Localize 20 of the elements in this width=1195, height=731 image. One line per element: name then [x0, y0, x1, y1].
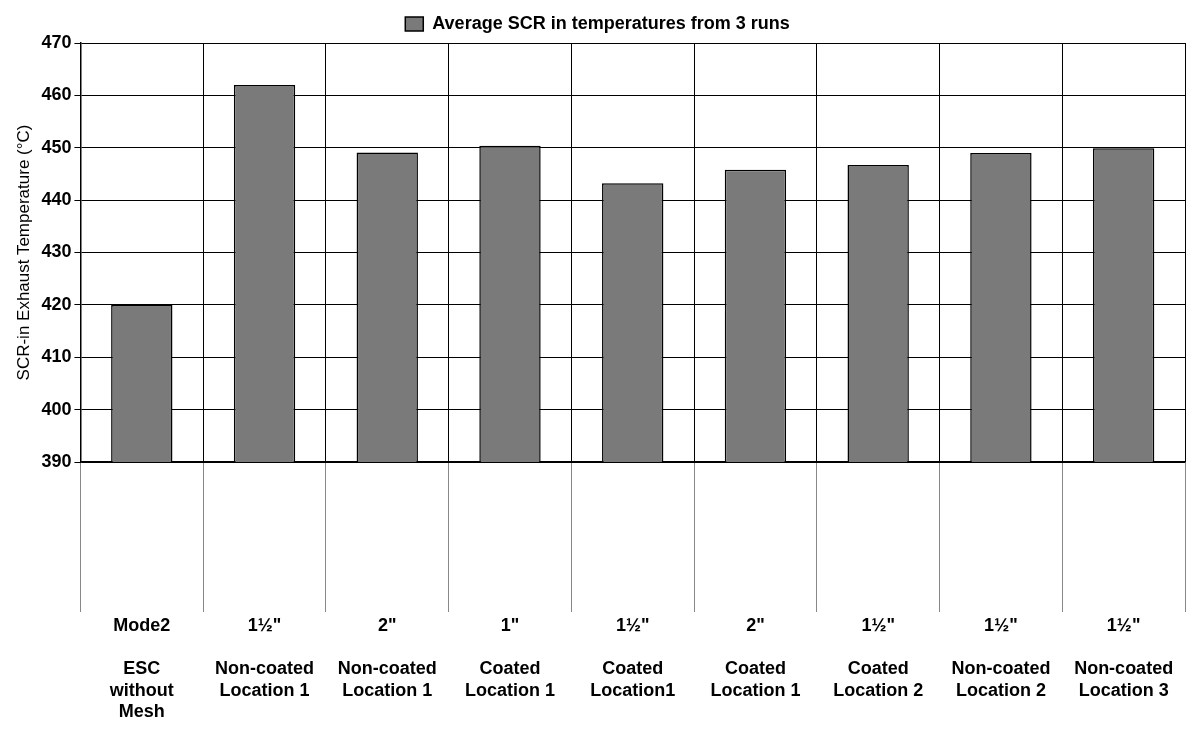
y-tick-label: 400: [41, 398, 72, 419]
category-label: 1" Coated Location 1: [464, 614, 555, 700]
category-label: 2" Coated Location 1: [710, 614, 801, 700]
y-tick-label: 420: [41, 293, 72, 314]
category-label: 1½" Non-coated Location 1: [215, 614, 315, 700]
y-tick-label: 430: [41, 241, 72, 262]
category-label: 1½" Coated Location1: [590, 614, 676, 700]
category-label: 1½" Coated Location 2: [833, 614, 924, 700]
y-tick-label: 390: [41, 450, 72, 471]
y-tick-label: 460: [41, 84, 72, 105]
y-tick-label: 440: [41, 189, 72, 210]
y-axis-title: SCR-in Exhaust Temperature (°C): [13, 124, 33, 381]
y-tick-label: 410: [41, 346, 72, 367]
legend-label: Average SCR in temperatures from 3 runs: [432, 12, 790, 33]
y-tick-label: 470: [41, 31, 72, 52]
category-label: 1½" Non-coated Location 3: [1074, 614, 1174, 700]
category-label: 2" Non-coated Location 1: [337, 614, 437, 700]
category-label: Mode2 ESC without Mesh: [109, 614, 174, 722]
category-label: 1½" Non-coated Location 2: [951, 614, 1051, 700]
y-tick-label: 450: [41, 136, 72, 157]
